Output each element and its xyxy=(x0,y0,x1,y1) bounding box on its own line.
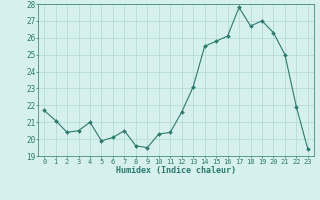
X-axis label: Humidex (Indice chaleur): Humidex (Indice chaleur) xyxy=(116,166,236,175)
